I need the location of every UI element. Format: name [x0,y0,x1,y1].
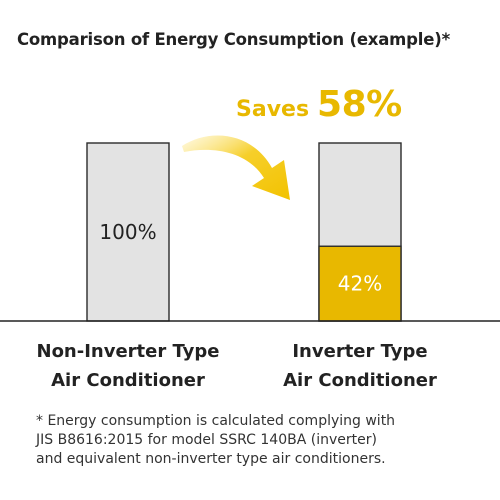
footnote-line: and equivalent non-inverter type air con… [36,451,386,467]
category-label-non-inverter: Non-Inverter Type Air Conditioner [18,337,238,395]
bar-inverter-value-label: 42% [338,272,382,296]
category-label-line: Air Conditioner [283,370,437,391]
category-label-line: Non-Inverter Type [36,341,220,362]
bar-inverter [318,245,402,322]
savings-arrow-icon [182,135,290,200]
savings-annotation: Saves 58% [236,84,402,125]
footnote: * Energy consumption is calculated compl… [36,412,395,469]
chart-title: Comparison of Energy Consumption (exampl… [17,30,451,49]
bar-non-inverter-value-label: 100% [99,220,156,244]
bar-non-inverter [86,142,170,322]
savings-word: Saves [236,97,310,122]
footnote-line: * Energy consumption is calculated compl… [36,413,396,429]
footnote-line: JIS B8616:2015 for model SSRC 140BA (inv… [36,432,377,448]
bars-layer: 100% 42% [86,142,402,322]
category-label-inverter: Inverter Type Air Conditioner [250,337,470,395]
category-label-line: Air Conditioner [51,370,205,391]
category-label-line: Inverter Type [292,341,428,362]
savings-percent: 58% [317,84,402,125]
